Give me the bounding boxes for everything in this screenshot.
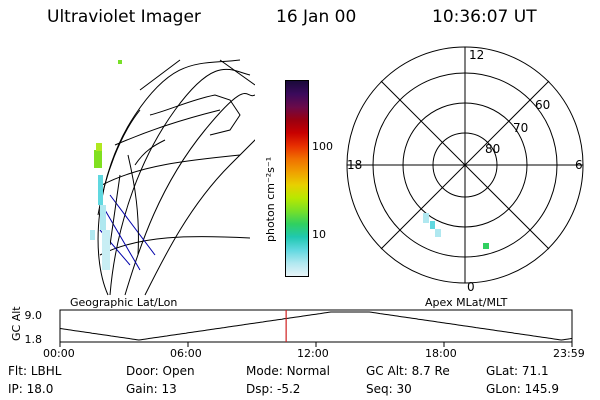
- colorbar-tick-100: 100: [312, 140, 333, 153]
- mlt-label-6: 6: [575, 158, 583, 172]
- mlt-label-0: 0: [467, 280, 475, 294]
- xtick-1200: 12:00: [297, 347, 329, 360]
- geo-panel-label: Geographic Lat/Lon: [70, 296, 178, 309]
- xtick-1800: 18:00: [425, 347, 457, 360]
- info-seq: Seq: 30: [366, 382, 412, 396]
- lat-label-60: 60: [535, 98, 550, 112]
- date-label: 16 Jan 00: [276, 7, 357, 27]
- info-door: Door: Open: [126, 364, 195, 378]
- xtick-0600: 06:00: [170, 347, 202, 360]
- polar-panel-label: Apex MLat/MLT: [425, 296, 508, 309]
- xtick-0000: 00:00: [43, 347, 75, 360]
- altitude-ylabel: GC Alt: [10, 306, 23, 341]
- mlt-label-18: 18: [347, 158, 362, 172]
- info-glat: GLat: 71.1: [486, 364, 549, 378]
- ytick-9: 9.0: [25, 309, 43, 322]
- colorbar-unit-label: photon cm⁻²s⁻¹: [264, 156, 277, 242]
- xtick-2359: 23:59: [553, 347, 585, 360]
- ytick-1.8: 1.8: [25, 333, 43, 346]
- polar-aurora-emission: [423, 213, 489, 249]
- info-glon: GLon: 145.9: [486, 382, 559, 396]
- instrument-title: Ultraviolet Imager: [47, 7, 201, 27]
- lat-label-80: 80: [485, 142, 500, 156]
- info-flt: Flt: LBHL: [8, 364, 62, 378]
- altitude-timeline-plot: 9.0 1.8 GC Alt: [10, 306, 573, 347]
- aurora-emission: [90, 60, 122, 270]
- colorbar-tick-10: 10: [312, 228, 326, 241]
- info-gc-alt: GC Alt: 8.7 Re: [366, 364, 450, 378]
- info-ip: IP: 18.0: [8, 382, 54, 396]
- time-label: 10:36:07 UT: [432, 7, 537, 27]
- polar-mlt-panel: 12 18 6 0 60 70 80: [346, 46, 584, 294]
- info-gain: Gain: 13: [126, 382, 177, 396]
- info-dsp: Dsp: -5.2: [246, 382, 301, 396]
- geographic-image-panel: [90, 59, 255, 296]
- color-scale-bar: [285, 80, 309, 277]
- info-mode: Mode: Normal: [246, 364, 330, 378]
- lat-label-70: 70: [513, 121, 528, 135]
- mlt-label-12: 12: [469, 48, 484, 62]
